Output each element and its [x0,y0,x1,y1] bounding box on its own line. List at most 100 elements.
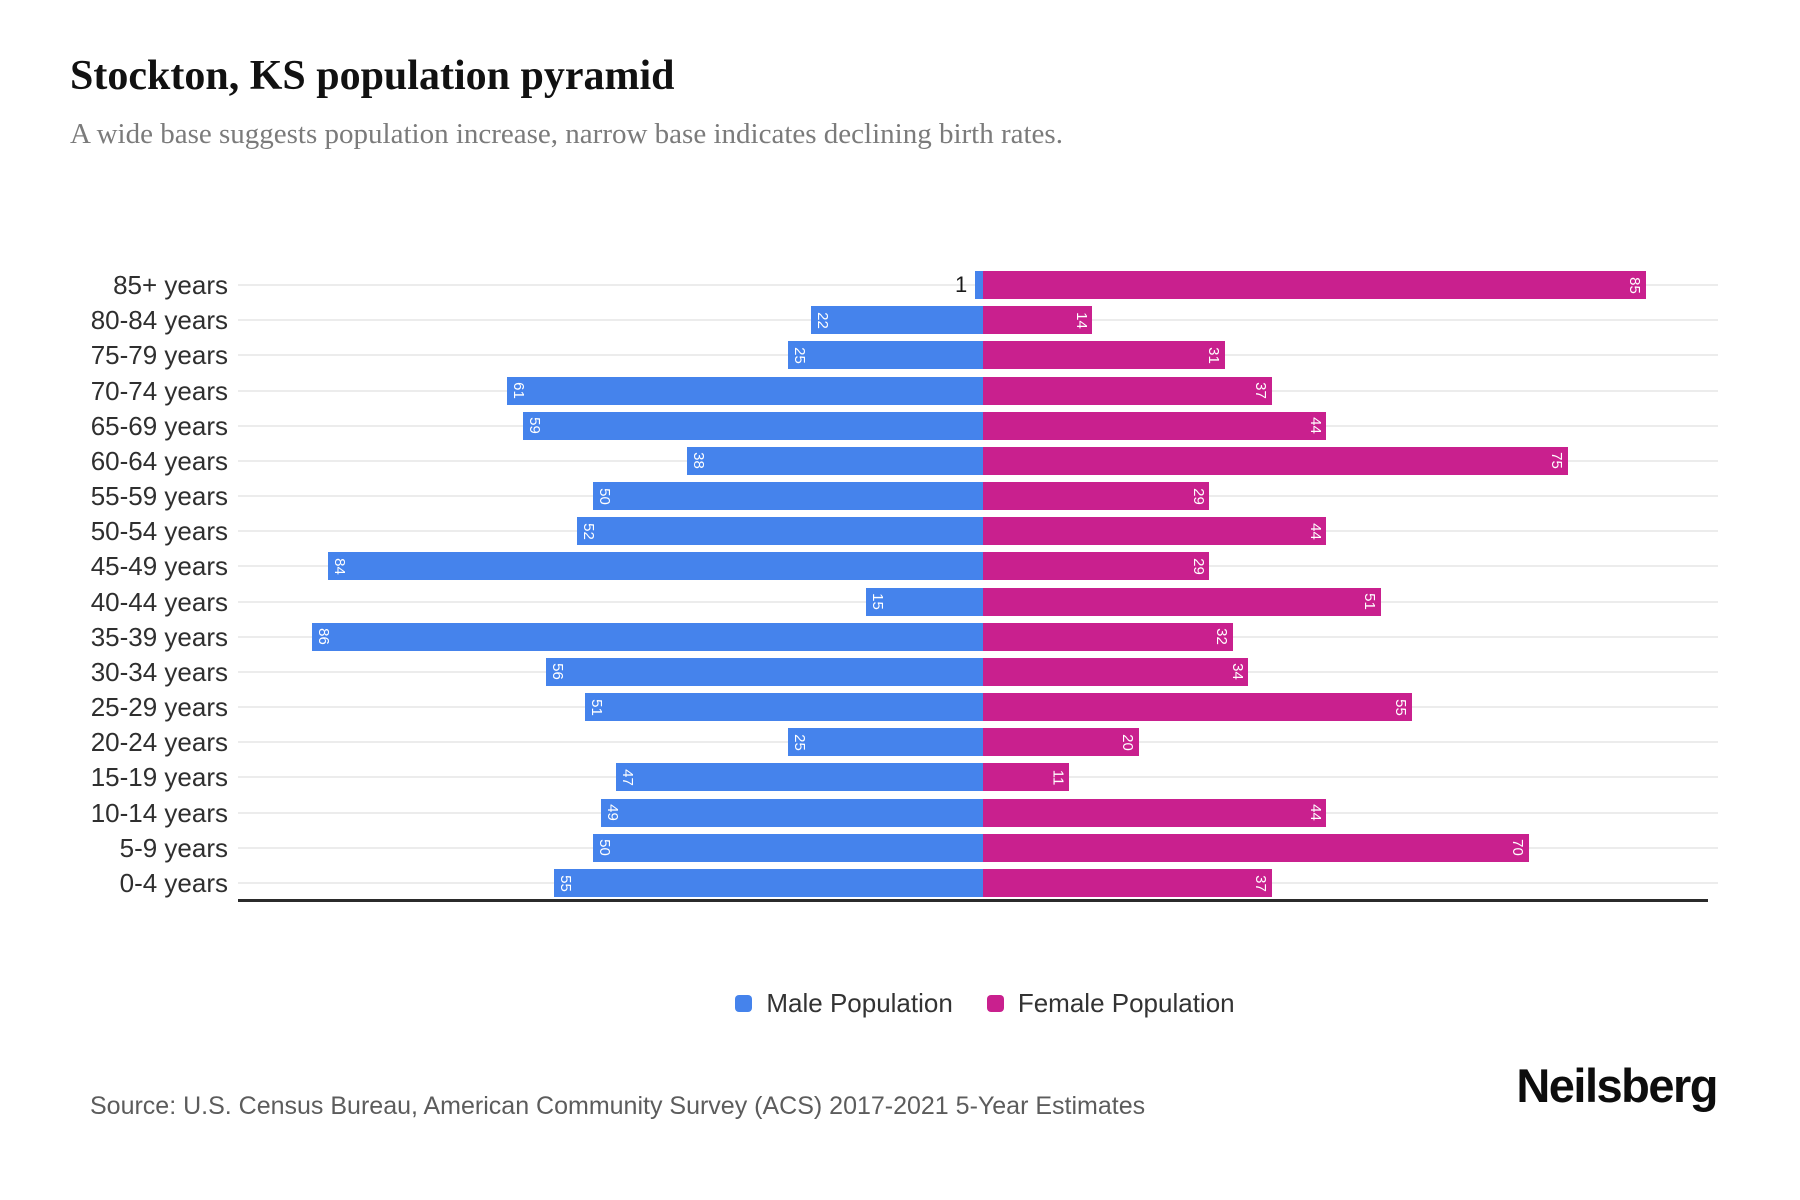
female-legend-swatch [986,995,1004,1012]
male-bar: 47 [616,763,983,792]
female-value-label: 44 [1306,417,1324,435]
female-value-label: 75 [1548,452,1566,470]
male-legend-swatch [735,995,753,1012]
legend-item-female: Female Population [986,988,1235,1019]
male-bar [975,271,983,299]
category-label: 85+ years [113,270,228,300]
category-label: 60-64 years [90,445,228,476]
female-value-label: 32 [1212,628,1230,646]
male-bar: 61 [507,376,983,405]
female-value-label: 44 [1306,522,1324,540]
category-label: 75-79 years [90,340,228,371]
male-value-label: 59 [525,417,543,435]
male-value-label: 55 [556,874,574,892]
male-bar: 25 [788,341,983,370]
female-bar: 37 [983,376,1272,405]
female-bar: 51 [983,587,1381,616]
category-label: 80-84 years [90,305,228,336]
female-value-label: 29 [1189,487,1207,505]
male-value-label: 15 [868,593,886,610]
female-bar: 37 [983,869,1272,897]
male-value-label: 22 [814,311,832,329]
male-value-label: 25 [790,733,808,751]
brand-logo: Neilsberg [1516,1059,1718,1112]
male-bar: 50 [593,833,983,862]
category-label: 65-69 years [90,410,228,441]
female-value-label: 31 [1204,347,1222,364]
female-value-label: 55 [1392,698,1410,716]
male-bar: 49 [600,798,983,827]
female-value-label: 70 [1509,839,1527,857]
female-value-label: 11 [1049,769,1067,786]
male-bar: 56 [546,657,983,686]
category-label: 10-14 years [90,797,228,828]
male-bar: 25 [788,728,983,757]
female-bar: 55 [983,693,1412,722]
category-label: 35-39 years [90,621,228,652]
female-bar: 70 [983,833,1529,862]
male-value-label: 1 [954,272,968,297]
category-label: 40-44 years [90,586,228,617]
male-value-label: 84 [330,558,348,575]
source-attribution: Source: U.S. Census Bureau, American Com… [90,1092,1146,1120]
category-label: 15-19 years [90,762,228,793]
female-value-label: 29 [1189,558,1207,575]
category-label: 30-34 years [90,656,228,687]
male-bar: 52 [577,517,983,546]
male-value-label: 50 [595,487,613,505]
category-label: 50-54 years [90,516,228,547]
male-value-label: 52 [580,522,598,540]
male-value-label: 49 [603,804,621,821]
male-value-label: 61 [510,382,528,399]
female-value-label: 20 [1119,733,1137,751]
male-bar: 84 [327,552,983,581]
female-bar: 85 [983,271,1646,299]
category-label: 45-49 years [90,551,228,582]
male-bar: 59 [522,411,983,440]
x-axis-line [238,899,1708,902]
female-bar: 44 [983,517,1327,546]
legend-item-male: Male Population [735,988,953,1019]
female-value-label: 37 [1251,874,1269,892]
male-bar: 55 [554,869,983,897]
male-bar: 86 [312,622,983,651]
female-bar: 32 [983,622,1233,651]
female-bar: 29 [983,482,1210,511]
category-label: 5-9 years [119,832,228,863]
chart-subtitle: A wide base suggests population increase… [70,118,1063,150]
female-value-label: 37 [1251,382,1269,399]
male-bar: 15 [866,587,983,616]
category-label: 0-4 years [119,868,228,898]
female-value-label: 85 [1626,276,1644,294]
category-label: 25-29 years [90,692,228,723]
male-bar: 51 [585,693,983,722]
male-value-label: 38 [689,452,707,470]
male-bar: 50 [593,482,983,511]
female-legend-label: Female Population [1017,988,1235,1018]
chart-title: Stockton, KS population pyramid [70,53,675,99]
category-label: 55-59 years [90,481,228,512]
female-value-label: 14 [1072,311,1090,329]
female-bar: 34 [983,657,1249,686]
female-bar: 75 [983,446,1568,475]
male-legend-label: Male Population [766,988,953,1018]
female-value-label: 34 [1228,663,1246,681]
male-value-label: 50 [595,839,613,857]
female-bar: 11 [983,763,1069,792]
category-label: 20-24 years [90,727,228,758]
female-bar: 14 [983,306,1093,335]
female-bar: 29 [983,552,1210,581]
male-value-label: 86 [315,628,333,646]
male-value-label: 47 [619,769,637,786]
male-value-label: 51 [588,698,606,716]
female-bar: 20 [983,728,1139,757]
legend: Male Population Female Population [170,988,1800,1019]
female-bar: 44 [983,411,1327,440]
male-bar: 22 [811,306,983,335]
male-bar: 38 [686,446,983,475]
female-bar: 31 [983,341,1225,370]
female-value-label: 44 [1306,804,1324,821]
male-value-label: 56 [549,663,567,681]
